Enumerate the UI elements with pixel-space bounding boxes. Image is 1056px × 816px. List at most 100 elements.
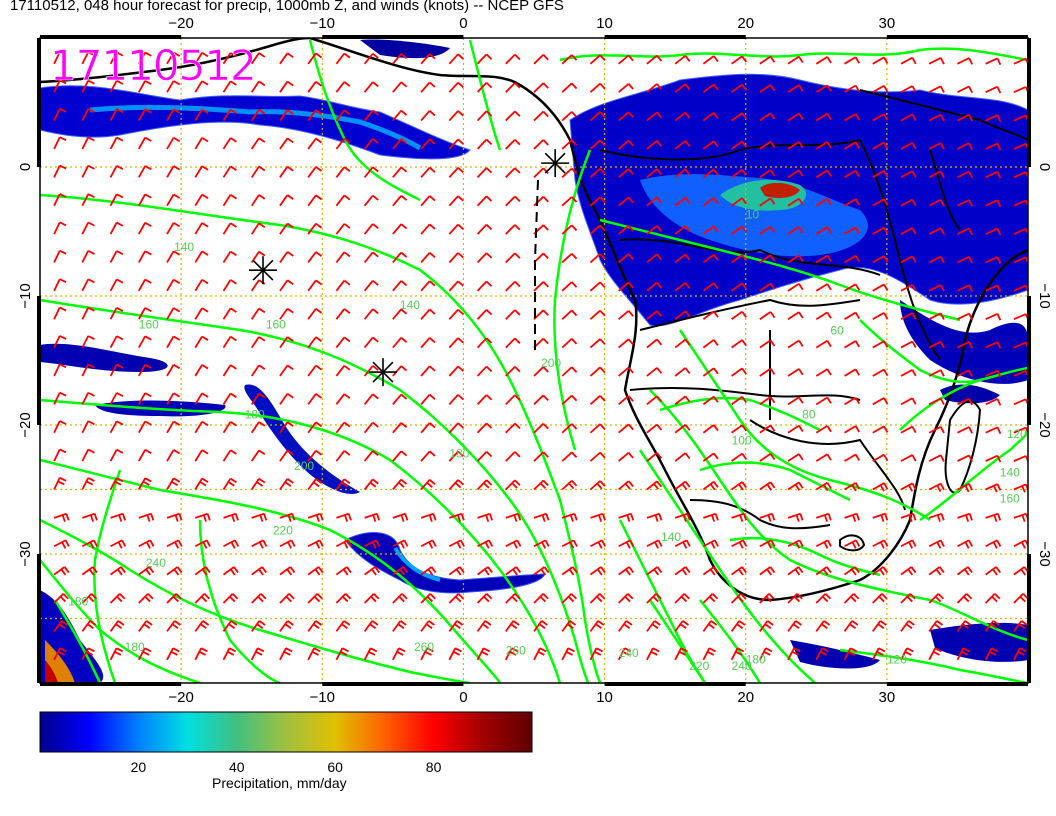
wind-barb xyxy=(109,79,124,93)
wind-barb xyxy=(222,647,237,661)
wind-barb xyxy=(476,195,493,207)
wind-barb xyxy=(561,539,578,549)
wind-barb xyxy=(731,140,747,150)
contour-line xyxy=(53,599,102,683)
wind-barb xyxy=(392,393,408,405)
wind-barb xyxy=(618,395,634,406)
wind-barb xyxy=(843,593,860,604)
border-10 xyxy=(929,149,961,231)
wind-barb xyxy=(194,566,211,576)
contour-label: 180 xyxy=(449,446,469,460)
wind-barb xyxy=(364,539,381,549)
wind-barb xyxy=(618,168,634,179)
wind-barb xyxy=(138,136,152,150)
wind-barb xyxy=(928,85,945,93)
wind-barb xyxy=(957,482,973,493)
lesotho xyxy=(839,534,866,552)
wind-barb xyxy=(307,251,323,263)
wind-barb xyxy=(646,395,663,406)
wind-barb xyxy=(505,53,521,65)
wind-barb xyxy=(138,278,152,292)
wind-barb xyxy=(731,424,747,434)
wind-barb xyxy=(505,593,521,604)
wind-barb xyxy=(928,312,945,321)
wind-barb xyxy=(872,312,889,321)
wind-barb xyxy=(392,223,408,235)
contour-line xyxy=(929,598,1028,642)
wind-barb xyxy=(589,309,606,320)
wind-barb xyxy=(787,539,804,549)
wind-barb xyxy=(476,451,493,462)
wind-barb xyxy=(307,52,323,65)
wind-barb xyxy=(561,423,578,434)
wind-barb xyxy=(109,477,124,490)
wind-barb xyxy=(138,307,152,320)
wind-barb xyxy=(561,593,577,604)
wind-barb xyxy=(194,335,209,349)
wind-barb xyxy=(505,394,521,405)
wind-barb xyxy=(81,448,95,462)
wind-barb xyxy=(420,620,435,632)
wind-barb xyxy=(420,566,437,576)
wind-barb xyxy=(1013,426,1028,435)
wind-barb xyxy=(364,566,380,576)
wind-barb xyxy=(194,364,209,377)
wind-barb xyxy=(815,198,832,207)
wind-barb xyxy=(957,341,973,349)
wind-barb xyxy=(957,85,973,94)
wind-barb xyxy=(957,170,973,179)
wind-barb xyxy=(81,79,95,93)
wind-barb xyxy=(985,454,1002,463)
wind-barb xyxy=(335,393,351,405)
wind-barb xyxy=(109,278,124,292)
wind-barb xyxy=(928,397,945,406)
wind-barb xyxy=(222,222,237,235)
wind-barb xyxy=(533,647,547,661)
wind-barb xyxy=(251,539,268,549)
wind-barb xyxy=(957,57,973,65)
wind-barb xyxy=(279,109,294,122)
wind-barb xyxy=(618,539,635,549)
wind-barb xyxy=(307,222,323,235)
wind-barb xyxy=(250,165,266,178)
wind-barb xyxy=(166,392,181,405)
wind-barb xyxy=(674,480,691,491)
contour-label: 140 xyxy=(174,240,194,254)
wind-barb xyxy=(900,566,917,576)
wind-barb xyxy=(81,647,95,661)
wind-barb xyxy=(844,56,861,65)
wind-barb xyxy=(53,448,67,462)
wind-barb xyxy=(448,647,462,661)
wind-barb xyxy=(223,539,240,549)
wind-barb xyxy=(928,539,945,549)
wind-barb xyxy=(646,111,663,122)
wind-barb xyxy=(1013,483,1028,493)
wind-barb xyxy=(844,368,861,377)
wind-barb xyxy=(561,224,578,235)
wind-barb xyxy=(448,566,465,576)
wind-barb xyxy=(250,477,266,491)
wind-barb xyxy=(928,227,945,235)
wind-barb xyxy=(420,138,436,150)
wind-barb xyxy=(533,54,549,65)
wind-barb xyxy=(420,110,436,122)
wind-barb xyxy=(702,539,719,549)
wind-barb xyxy=(109,363,124,377)
contour-line xyxy=(919,429,1028,522)
wind-barb xyxy=(589,395,606,406)
wind-barb xyxy=(166,363,181,377)
wind-barb xyxy=(250,336,266,349)
wind-barb xyxy=(759,512,776,522)
wind-barb xyxy=(392,593,408,604)
wind-barb xyxy=(194,647,208,661)
wind-barb xyxy=(138,593,154,604)
wind-barb xyxy=(985,483,1002,493)
wind-barb xyxy=(844,113,861,122)
wind-barb xyxy=(363,450,379,462)
wind-barb xyxy=(109,448,124,462)
wind-barb xyxy=(815,339,832,349)
wind-barb xyxy=(844,482,861,492)
wind-barb xyxy=(307,308,323,320)
wind-barb xyxy=(900,56,917,65)
wind-barb xyxy=(815,425,832,434)
